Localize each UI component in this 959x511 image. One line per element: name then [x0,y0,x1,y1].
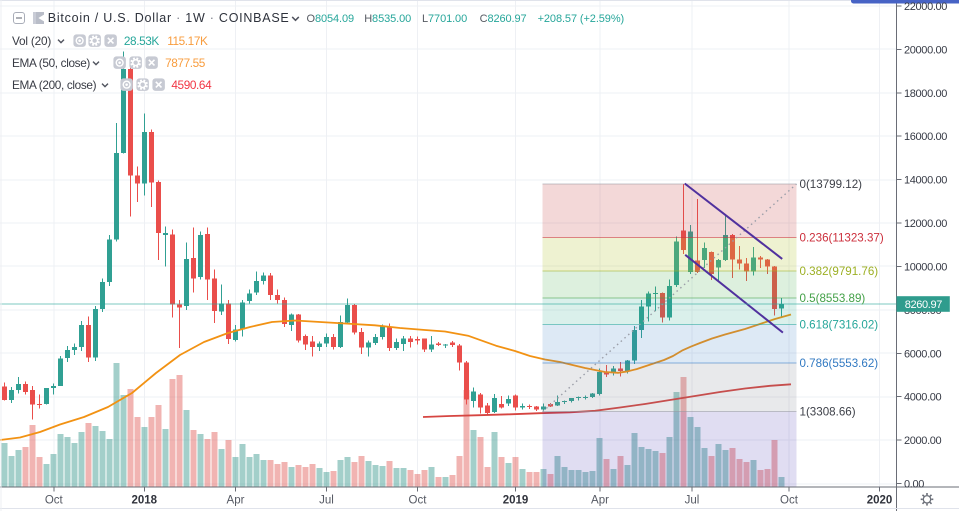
svg-text:0.786(5553.62): 0.786(5553.62) [800,357,879,370]
svg-text:10000.00: 10000.00 [904,262,947,274]
svg-text:20000.00: 20000.00 [904,44,947,56]
svg-text:2019: 2019 [503,495,529,507]
svg-text:2018: 2018 [132,495,158,507]
svg-text:Apr: Apr [227,495,245,507]
svg-text:6000.00: 6000.00 [904,348,942,360]
svg-text:2000.00: 2000.00 [904,435,942,447]
svg-text:Jul: Jul [319,495,334,507]
svg-text:0.5(8553.89): 0.5(8553.89) [800,292,866,305]
svg-text:1(3308.66): 1(3308.66) [800,406,856,419]
svg-text:18000.00: 18000.00 [904,88,947,100]
svg-text:16000.00: 16000.00 [904,131,947,143]
svg-text:Oct: Oct [45,495,64,507]
svg-text:12000.00: 12000.00 [904,218,947,230]
svg-text:2020: 2020 [867,495,893,507]
svg-text:Oct: Oct [409,495,428,507]
svg-text:0.236(11323.37): 0.236(11323.37) [800,232,884,245]
svg-text:Oct: Oct [780,495,799,507]
svg-text:0.382(9791.76): 0.382(9791.76) [800,265,879,278]
svg-text:0(13799.12): 0(13799.12) [800,178,863,191]
svg-text:22000.00: 22000.00 [904,1,947,13]
svg-text:Apr: Apr [591,495,609,507]
svg-text:Jul: Jul [685,495,700,507]
svg-text:4000.00: 4000.00 [904,392,942,404]
svg-text:0.618(7316.02): 0.618(7316.02) [800,319,879,332]
svg-text:0.00: 0.00 [904,479,924,491]
svg-text:14000.00: 14000.00 [904,175,947,187]
svg-text:8260.97: 8260.97 [905,299,943,311]
